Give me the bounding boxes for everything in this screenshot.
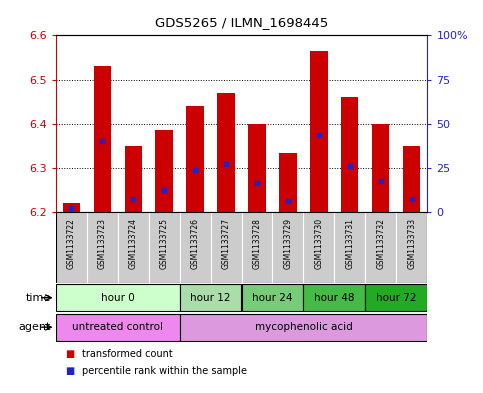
Bar xyxy=(56,212,86,283)
Bar xyxy=(156,130,172,212)
Text: hour 12: hour 12 xyxy=(190,293,231,303)
Bar xyxy=(311,51,327,212)
Bar xyxy=(94,66,111,212)
Bar xyxy=(366,212,397,283)
Bar xyxy=(403,146,421,212)
Bar xyxy=(217,93,235,212)
Bar xyxy=(125,146,142,212)
Text: time: time xyxy=(26,293,51,303)
Text: transformed count: transformed count xyxy=(82,349,173,359)
Text: mycophenolic acid: mycophenolic acid xyxy=(255,322,353,332)
Bar xyxy=(180,284,242,311)
Text: GSM1133730: GSM1133730 xyxy=(314,218,324,269)
Bar xyxy=(211,212,242,283)
Text: GSM1133732: GSM1133732 xyxy=(376,218,385,269)
Text: hour 24: hour 24 xyxy=(252,293,293,303)
Bar xyxy=(341,97,358,212)
Bar xyxy=(149,212,180,283)
Bar xyxy=(56,284,180,311)
Bar xyxy=(86,212,117,283)
Text: GSM1133723: GSM1133723 xyxy=(98,218,107,269)
Text: untreated control: untreated control xyxy=(72,322,163,332)
Text: percentile rank within the sample: percentile rank within the sample xyxy=(82,366,247,376)
Text: hour 0: hour 0 xyxy=(100,293,134,303)
Bar xyxy=(280,152,297,212)
Text: hour 72: hour 72 xyxy=(376,293,417,303)
Text: GSM1133727: GSM1133727 xyxy=(222,218,230,269)
Text: ■: ■ xyxy=(65,366,74,376)
Bar xyxy=(248,124,266,212)
Text: GSM1133725: GSM1133725 xyxy=(159,218,169,269)
Text: agent: agent xyxy=(18,322,51,332)
Bar xyxy=(186,106,203,212)
Bar xyxy=(372,124,389,212)
Bar xyxy=(180,212,211,283)
Bar xyxy=(366,284,427,311)
Bar xyxy=(303,212,334,283)
Bar xyxy=(334,212,366,283)
Text: GSM1133728: GSM1133728 xyxy=(253,218,261,269)
Text: GSM1133724: GSM1133724 xyxy=(128,218,138,269)
Bar xyxy=(180,314,427,341)
Text: hour 48: hour 48 xyxy=(314,293,355,303)
Bar xyxy=(117,212,149,283)
Text: GSM1133733: GSM1133733 xyxy=(408,218,416,269)
Bar xyxy=(242,212,272,283)
Bar xyxy=(272,212,303,283)
Text: GSM1133729: GSM1133729 xyxy=(284,218,293,269)
Text: GSM1133726: GSM1133726 xyxy=(190,218,199,269)
Bar xyxy=(56,314,180,341)
Text: GSM1133722: GSM1133722 xyxy=(67,218,75,269)
Bar xyxy=(242,284,303,311)
Text: ■: ■ xyxy=(65,349,74,359)
Text: GSM1133731: GSM1133731 xyxy=(345,218,355,269)
Text: GDS5265 / ILMN_1698445: GDS5265 / ILMN_1698445 xyxy=(155,16,328,29)
Bar xyxy=(397,212,427,283)
Bar xyxy=(303,284,366,311)
Bar xyxy=(62,203,80,212)
